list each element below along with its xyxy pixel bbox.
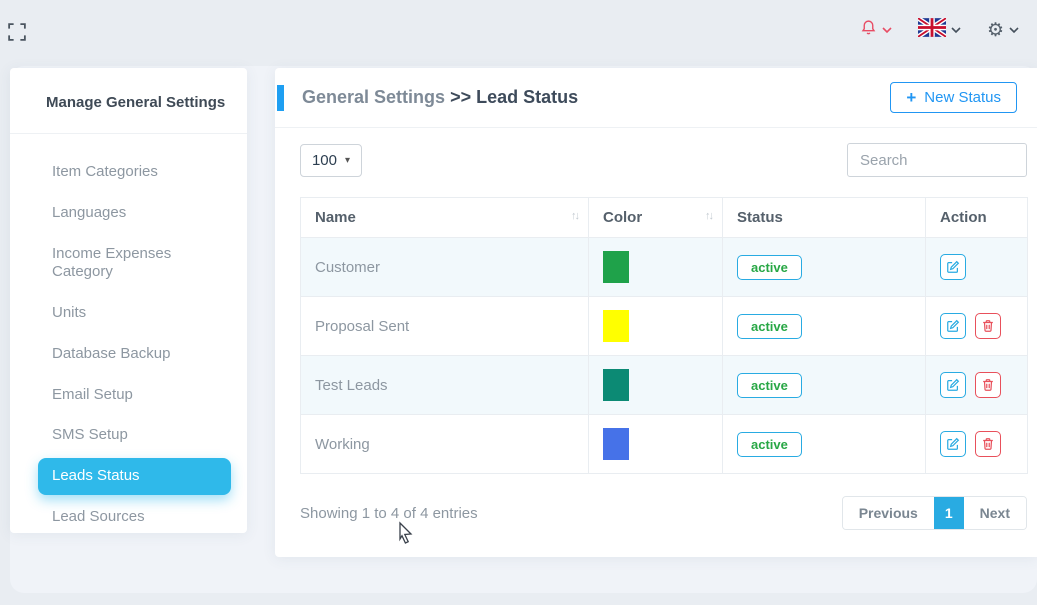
- cell-name: Customer: [300, 237, 589, 297]
- color-swatch: [603, 428, 629, 460]
- page-number-button[interactable]: 1: [933, 497, 964, 529]
- status-badge[interactable]: active: [737, 431, 802, 457]
- delete-button[interactable]: [975, 431, 1001, 457]
- color-swatch: [603, 310, 629, 342]
- sidebar-title: Manage General Settings: [10, 68, 247, 134]
- chevron-down-icon: [882, 21, 892, 39]
- accent-bar: [277, 84, 284, 111]
- topbar: ⚙: [0, 0, 1037, 62]
- table-row: Test Leads active: [300, 355, 1028, 415]
- status-badge[interactable]: active: [737, 313, 802, 339]
- sidebar-item-database-backup[interactable]: Database Backup: [52, 344, 171, 362]
- delete-button[interactable]: [975, 372, 1001, 398]
- uk-flag-icon: [916, 16, 948, 42]
- breadcrumb-separator: >>: [450, 87, 472, 107]
- chevron-down-icon: [951, 21, 961, 39]
- sidebar-item-languages[interactable]: Languages: [52, 203, 127, 221]
- sidebar-item-leads-status[interactable]: Leads Status: [38, 458, 231, 495]
- settings-menu[interactable]: ⚙: [987, 21, 1019, 40]
- chevron-down-icon: [1009, 21, 1019, 39]
- sidebar-item-item-categories[interactable]: Item Categories: [52, 163, 158, 180]
- page-size-value: 100: [311, 151, 337, 169]
- breadcrumb: General Settings >> Lead Status: [302, 87, 890, 108]
- entries-info: Showing 1 to 4 of 4 entries: [300, 504, 478, 522]
- table-row: Proposal Sent active: [300, 296, 1028, 356]
- fullscreen-icon[interactable]: [8, 23, 26, 41]
- status-badge[interactable]: active: [737, 254, 802, 280]
- column-header-name[interactable]: Name ↑↓: [300, 197, 589, 238]
- edit-button[interactable]: [940, 254, 966, 280]
- panel-header: General Settings >> Lead Status + New St…: [275, 68, 1037, 128]
- sidebar-list: Item Categories Languages Income Expense…: [10, 134, 247, 548]
- color-swatch: [603, 251, 629, 283]
- cell-name: Test Leads: [300, 355, 589, 415]
- edit-button[interactable]: [940, 372, 966, 398]
- column-header-action: Action: [925, 197, 1028, 238]
- sidebar-item-lead-sources[interactable]: Lead Sources: [52, 507, 145, 525]
- sidebar-item-units[interactable]: Units: [52, 304, 87, 321]
- table-row: Working active: [300, 414, 1028, 474]
- notifications-menu[interactable]: [860, 19, 892, 41]
- lead-status-table: Name ↑↓ Color ↑↓ Status Action: [300, 197, 1028, 474]
- edit-button[interactable]: [940, 431, 966, 457]
- plus-icon: +: [906, 88, 917, 107]
- table-wrap: Name ↑↓ Color ↑↓ Status Action: [275, 177, 1037, 474]
- cell-name: Working: [300, 414, 589, 474]
- lead-status-panel: General Settings >> Lead Status + New St…: [275, 68, 1037, 557]
- breadcrumb-section: General Settings: [302, 87, 446, 107]
- search-input[interactable]: [847, 143, 1027, 177]
- new-status-button[interactable]: + New Status: [890, 82, 1017, 113]
- table-row: Customer active: [300, 237, 1028, 297]
- sidebar-item-email-setup[interactable]: Email Setup: [52, 385, 133, 403]
- sidebar-item-income-expenses-category[interactable]: Income Expenses Category: [52, 244, 172, 281]
- pagination: Previous 1 Next: [841, 496, 1027, 530]
- new-status-label: New Status: [924, 89, 1001, 106]
- table-footer: Showing 1 to 4 of 4 entries Previous 1 N…: [275, 474, 1037, 530]
- sort-icon[interactable]: ↑↓: [705, 210, 714, 222]
- sort-icon[interactable]: ↑↓: [571, 210, 580, 222]
- status-badge[interactable]: active: [737, 372, 802, 398]
- previous-page-button[interactable]: Previous: [842, 497, 934, 529]
- color-swatch: [603, 369, 629, 401]
- breadcrumb-page: Lead Status: [476, 87, 579, 107]
- caret-down-icon: ▾: [345, 154, 351, 166]
- bell-icon: [860, 19, 877, 41]
- delete-button[interactable]: [975, 313, 1001, 339]
- language-menu[interactable]: [916, 16, 961, 42]
- table-controls: 100 ▾: [275, 128, 1037, 177]
- cell-name: Proposal Sent: [300, 296, 589, 356]
- edit-button[interactable]: [940, 313, 966, 339]
- column-header-status[interactable]: Status: [722, 197, 926, 238]
- next-page-button[interactable]: Next: [963, 497, 1026, 529]
- sidebar-item-sms-setup[interactable]: SMS Setup: [52, 426, 128, 444]
- gear-icon: ⚙: [986, 19, 1004, 41]
- column-header-color[interactable]: Color ↑↓: [588, 197, 723, 238]
- settings-sidebar: Manage General Settings Item Categories …: [10, 68, 247, 533]
- page-size-select[interactable]: 100 ▾: [300, 143, 362, 177]
